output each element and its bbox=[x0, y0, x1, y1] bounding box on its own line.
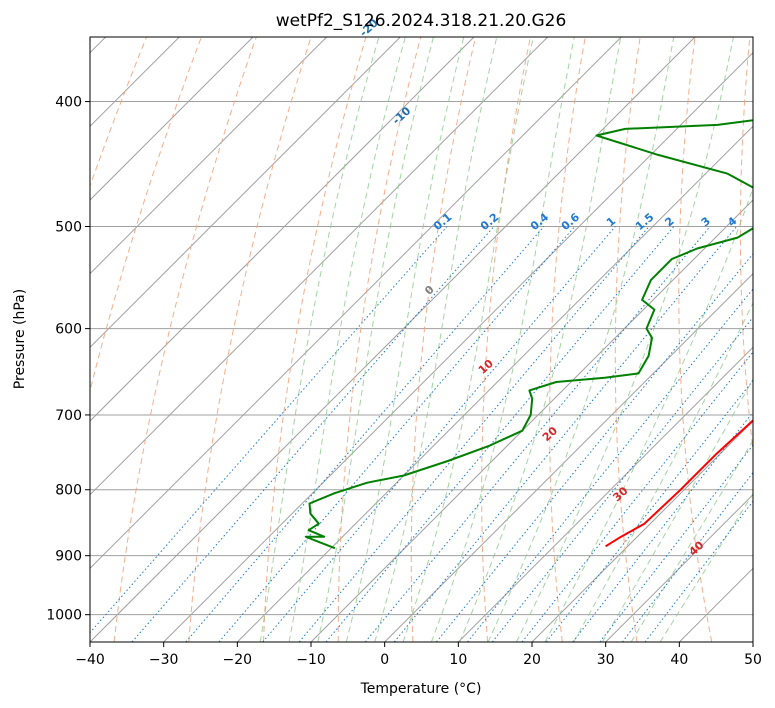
isotherm-line bbox=[90, 37, 696, 642]
mixing-ratio-line bbox=[325, 226, 675, 642]
moist-adiabat-line bbox=[487, 37, 675, 642]
isotherm-line bbox=[90, 37, 623, 570]
dry-adiabat-line bbox=[739, 37, 753, 455]
mixing-ratio-line bbox=[185, 226, 545, 642]
y-tick-label: 600 bbox=[55, 322, 82, 338]
x-tick-label: −40 bbox=[75, 652, 105, 668]
isotherm-line bbox=[457, 346, 753, 642]
x-tick-label: 20 bbox=[523, 652, 541, 668]
x-tick-label: 40 bbox=[670, 652, 688, 668]
dry-adiabat-line bbox=[337, 37, 422, 642]
plot-frame bbox=[89, 36, 754, 643]
dry-adiabat-line bbox=[481, 37, 531, 642]
sounding-traces bbox=[304, 119, 753, 550]
isotherm-line bbox=[384, 272, 753, 642]
moist-adiabat-line bbox=[516, 37, 734, 642]
y-tick-label: 500 bbox=[55, 220, 82, 236]
x-tick-label: 10 bbox=[449, 652, 467, 668]
mixing-ratio-line bbox=[262, 226, 616, 642]
dry-adiabat-line bbox=[549, 37, 586, 642]
y-tick-label: 400 bbox=[55, 95, 82, 111]
mixing-ratio-line bbox=[491, 316, 753, 642]
moist-adiabat-line bbox=[459, 37, 622, 642]
plot-background-lines bbox=[90, 37, 753, 642]
x-tick-label: −10 bbox=[296, 652, 326, 668]
moist-adiabat-line bbox=[288, 37, 406, 642]
dry-adiabat-line bbox=[188, 37, 312, 642]
y-tick-label: 700 bbox=[55, 408, 82, 424]
mixing-ratio-line bbox=[621, 471, 753, 642]
y-axis-label: Pressure (hPa) bbox=[12, 289, 28, 389]
isotherm-line bbox=[236, 125, 753, 642]
chart-title: wetPf2_S126.2024.318.21.20.G26 bbox=[276, 11, 567, 31]
x-tick-label: 0 bbox=[380, 652, 389, 668]
isotherm-line bbox=[163, 51, 753, 642]
moist-adiabat-line bbox=[544, 186, 753, 642]
moist-adiabat-line bbox=[601, 378, 753, 642]
x-axis-label: Temperature (°C) bbox=[360, 681, 482, 697]
x-tick-label: 30 bbox=[597, 652, 615, 668]
dry-adiabat-line bbox=[90, 37, 202, 393]
x-tick-label: −20 bbox=[223, 652, 253, 668]
moist-adiabat-line bbox=[430, 37, 575, 642]
mixing-ratio-line bbox=[467, 288, 753, 642]
dry-adiabat-line bbox=[410, 37, 477, 642]
x-tick-label: −30 bbox=[149, 652, 179, 668]
mixing-ratio-line bbox=[644, 500, 753, 642]
moist-adiabat-line bbox=[374, 37, 498, 642]
x-tick-label: 50 bbox=[744, 652, 762, 668]
dry-adiabat-line bbox=[263, 37, 367, 642]
moist-adiabat-line bbox=[573, 301, 753, 642]
moist-adiabat-line bbox=[317, 37, 435, 642]
y-tick-label: 900 bbox=[55, 549, 82, 565]
moist-adiabat-line bbox=[402, 37, 534, 642]
mixing-ratio-line bbox=[599, 444, 753, 642]
mixing-ratio-line bbox=[572, 411, 753, 642]
mixing-ratio-line bbox=[131, 226, 495, 642]
isotherm-line bbox=[90, 37, 549, 496]
moist-adiabat-line bbox=[345, 37, 465, 642]
dry-adiabat-line bbox=[678, 37, 713, 642]
dry-adiabat-line bbox=[614, 37, 641, 642]
dewpoint-profile-line bbox=[304, 119, 753, 550]
isotherm-line bbox=[310, 199, 753, 642]
axes: −40−30−20−100102030405010020030040050060… bbox=[46, 95, 762, 668]
mixing-ratio-line bbox=[545, 379, 753, 642]
dry-adiabat-line bbox=[113, 37, 257, 642]
mixing-ratio-line bbox=[364, 226, 711, 642]
y-tick-label: 800 bbox=[55, 483, 82, 499]
moist-adiabat-line bbox=[259, 37, 380, 642]
y-tick-label: 1000 bbox=[46, 608, 82, 624]
mixing-ratio-line bbox=[521, 351, 753, 642]
